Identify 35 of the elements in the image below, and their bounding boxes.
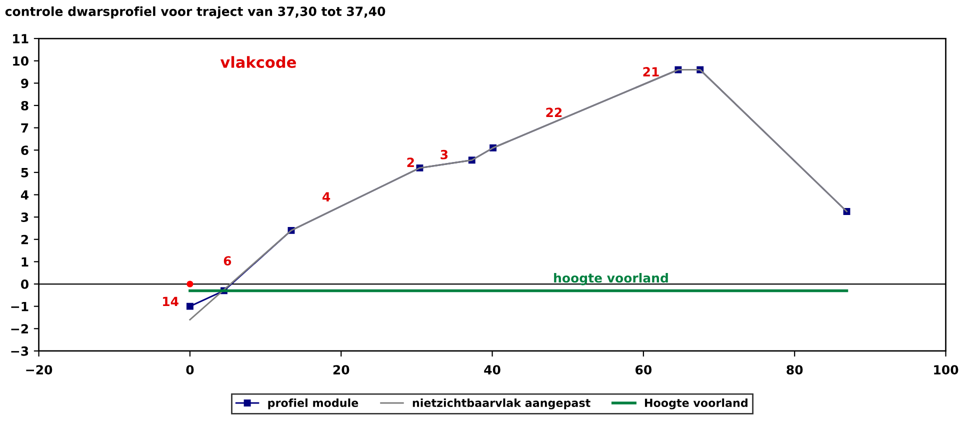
x-tick-label: 80 — [786, 365, 803, 375]
annotation: 22 — [546, 108, 562, 117]
annotation: hoogte voorland — [554, 273, 668, 286]
legend-label: Hoogte voorland — [644, 398, 748, 410]
x-tick-label: 100 — [934, 365, 958, 375]
x-tick-label: 40 — [484, 365, 500, 375]
x-tick-label: 0 — [186, 365, 194, 375]
y-tick-label: 0 — [20, 279, 28, 289]
legend-label: profiel module — [268, 398, 358, 410]
y-tick-label: 9 — [21, 78, 28, 88]
y-tick-label: 10 — [13, 56, 28, 66]
x-tick-label: 20 — [333, 365, 350, 375]
y-tick-label: 5 — [21, 168, 28, 178]
y-tick-label: −1 — [11, 302, 28, 312]
y-tick-label: −2 — [11, 324, 28, 334]
annotation: 4 — [322, 192, 330, 202]
y-tick-label: 11 — [13, 34, 28, 44]
y-tick-label: 2 — [21, 234, 28, 244]
x-tick-label: 60 — [636, 365, 652, 375]
annotation: 6 — [224, 256, 232, 266]
legend-label: nietzichtbaarvlak aangepast — [412, 398, 590, 410]
x-tick-label: −20 — [26, 365, 52, 375]
annotation: 21 — [643, 67, 659, 76]
y-tick-label: 6 — [21, 146, 28, 156]
y-tick-label: 7 — [21, 123, 28, 133]
annotation: 2 — [407, 158, 414, 167]
annotation: 14 — [163, 296, 178, 306]
annotation: vlakcode — [220, 56, 296, 68]
y-tick-label: 1 — [22, 257, 28, 266]
chart-title: controle dwarsprofiel voor traject van 37,30 tot 37,40 — [5, 6, 386, 19]
y-tick-label: 8 — [21, 100, 28, 110]
y-tick-label: 3 — [21, 212, 28, 222]
y-tick-label: 4 — [20, 190, 29, 200]
annotation: 3 — [440, 150, 448, 160]
y-tick-label: −3 — [11, 346, 28, 356]
